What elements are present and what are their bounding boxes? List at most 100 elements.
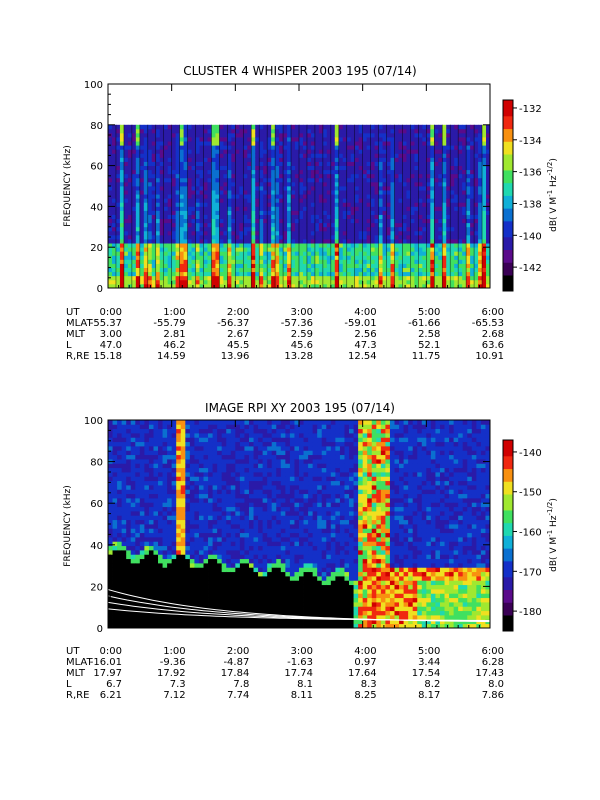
heatmap-cell [374,198,379,203]
heatmap-cell [271,132,276,138]
heatmap-cell [474,153,479,158]
heatmap-cell [239,243,244,248]
heatmap-cell [382,218,387,224]
heatmap-cell [350,222,356,228]
heatmap-cell [426,218,431,224]
heatmap-cell [366,202,372,207]
heatmap-cell [144,506,150,512]
heatmap-cell [117,519,123,525]
heatmap-cell [151,190,157,195]
heatmap-cell [130,437,136,443]
heatmap-cell [135,580,141,586]
heatmap-cell [422,210,427,215]
heatmap-cell [422,251,427,256]
heatmap-cell [354,141,360,146]
heatmap-cell [121,576,127,581]
heatmap-cell [235,173,240,179]
heatmap-cell [354,128,360,134]
heatmap-cell [462,230,467,236]
heatmap-cell [255,263,260,268]
heatmap-cell [130,524,136,529]
heatmap-cell [158,476,163,482]
heatmap-cell [167,571,173,577]
heatmap-cell [430,145,435,150]
heatmap-cell [171,433,177,438]
heatmap-cell [322,263,328,268]
heatmap-cell [117,493,123,499]
x-axis-ticks [107,84,491,288]
heatmap-cell [366,165,372,171]
heatmap-cell [474,267,479,273]
heatmap-cell [247,202,252,207]
heatmap-cell [131,271,137,277]
heatmap-cell [374,137,379,142]
heatmap-cell [171,186,177,191]
heatmap-cell [135,554,141,560]
heatmap-cell [442,145,447,150]
heatmap-cell [143,218,149,224]
heatmap-cell [354,271,360,277]
heatmap-cell [211,222,216,228]
heatmap-cell [117,597,123,603]
heatmap-cell [255,259,260,264]
heatmap-cell [215,243,220,248]
heatmap-cell [111,267,117,273]
heatmap-cell [418,177,423,183]
heatmap-cell [418,214,423,220]
heatmap-cell [211,128,216,134]
heatmap-cell [223,259,228,264]
heatmap-cell [115,239,121,244]
heatmap-cell [410,275,415,281]
heatmap-cell [191,161,196,166]
heatmap-cell [135,149,141,154]
heatmap-cell [418,275,423,281]
heatmap-cell [398,186,403,191]
heatmap-cell [144,476,150,482]
heatmap-cell [378,141,383,146]
heatmap-cell [283,202,288,207]
heatmap-cell [478,255,483,260]
heatmap-cell [287,186,292,191]
heatmap-cell [334,145,340,150]
heatmap-cell [366,214,372,220]
heatmap-cell [426,157,431,162]
heatmap-cell [330,161,336,166]
ephemeris-value: 2.81 [163,329,185,340]
heatmap-cell [135,528,141,534]
heatmap-cell [398,271,403,277]
heatmap-cell [227,218,232,224]
heatmap-cell [302,243,308,248]
heatmap-cell [144,450,150,456]
heatmap-cell [434,161,439,166]
heatmap-cell [271,137,276,142]
heatmap-cell [167,271,173,277]
heatmap-cell [398,157,403,162]
heatmap-cell [426,226,431,232]
heatmap-cell [322,234,328,240]
heatmap-cell [478,128,483,134]
heatmap-cell [231,132,236,138]
heatmap-cell [108,580,113,586]
heatmap-cell [442,202,447,207]
heatmap-cell [153,563,159,568]
heatmap-cell [191,255,196,260]
heatmap-cell [203,251,208,256]
heatmap-cell [474,271,479,277]
heatmap-cell [185,528,191,534]
heatmap-cell [148,532,154,538]
heatmap-cell [115,255,121,260]
heatmap-cell [121,606,127,612]
heatmap-cell [227,132,232,138]
heatmap-cell [207,267,212,273]
heatmap-cell [167,610,173,616]
heatmap-cell [163,124,169,130]
heatmap-cell [207,190,212,195]
heatmap-cell [350,165,356,171]
heatmap-cell [131,267,137,273]
heatmap-cell [410,177,415,183]
heatmap-cell [171,459,177,464]
heatmap-cell [143,145,149,150]
heatmap-cell [119,275,125,281]
heatmap-cell [442,137,447,142]
heatmap-cell [378,251,383,256]
